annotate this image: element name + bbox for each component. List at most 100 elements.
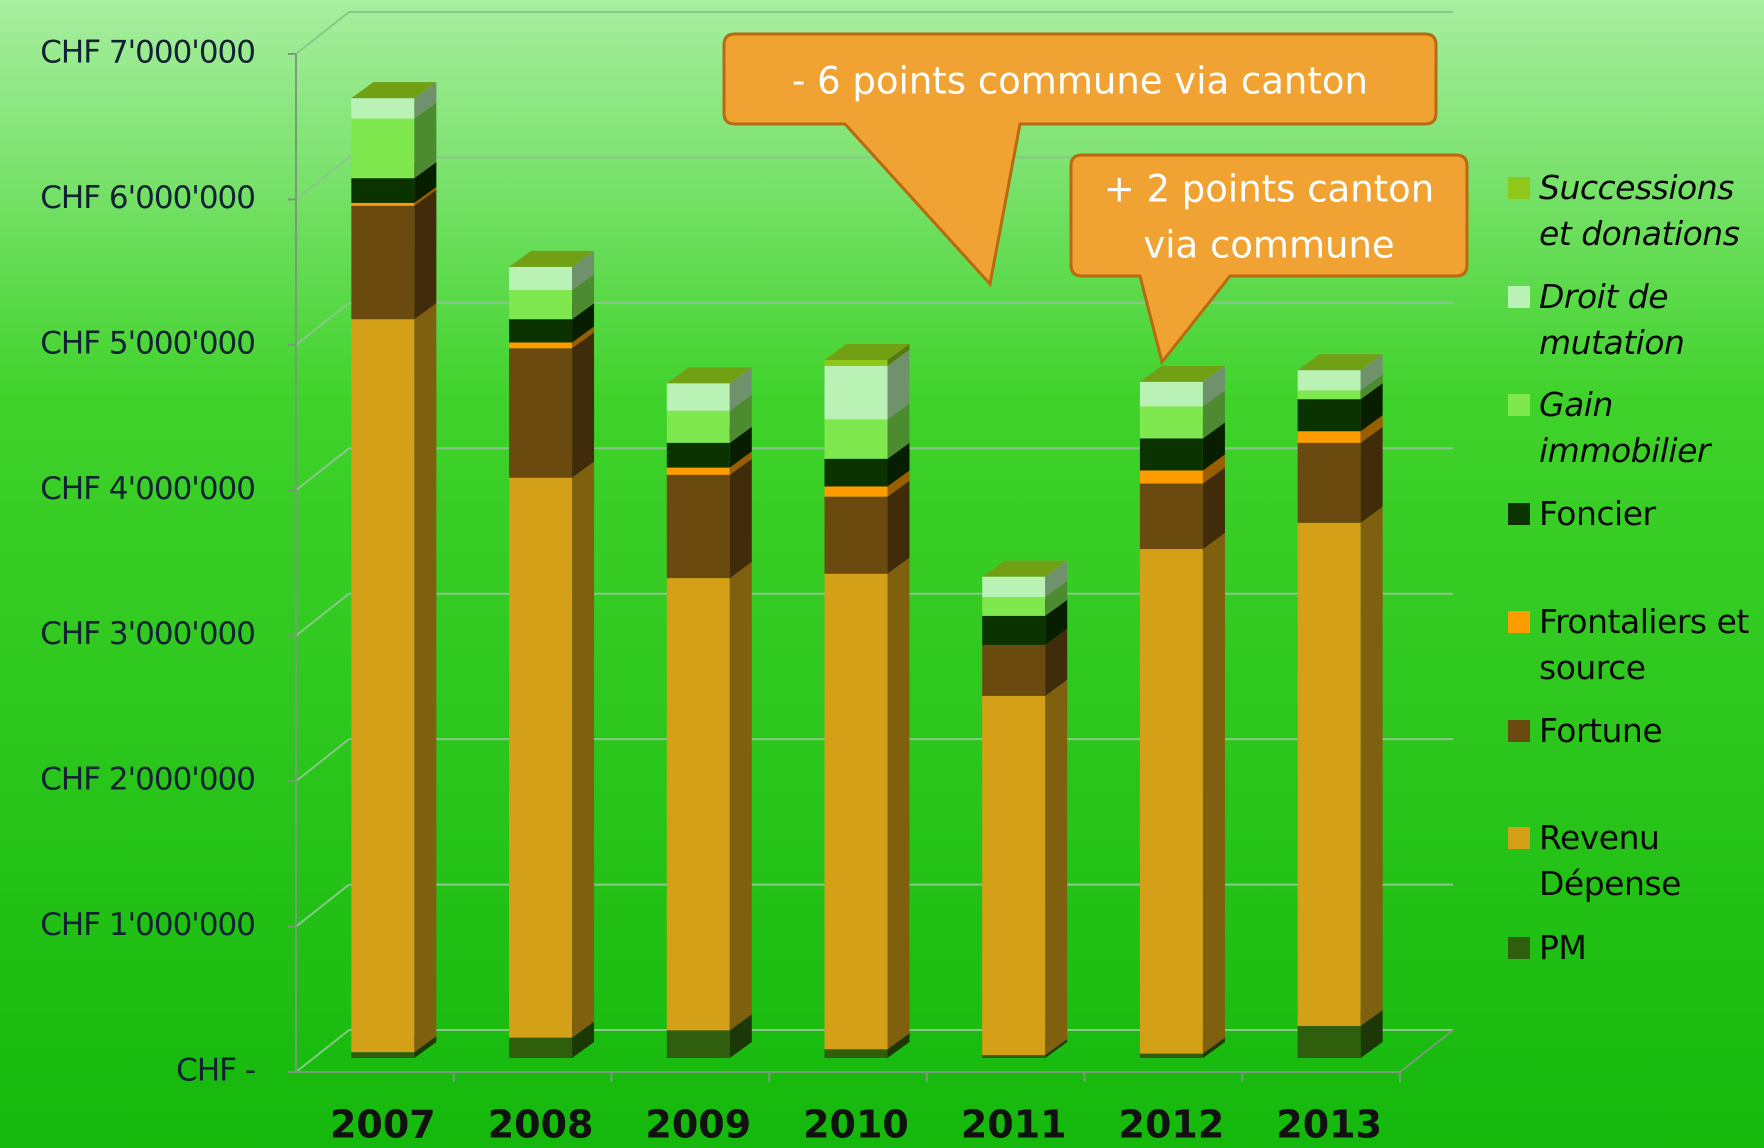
y-tick-label: CHF 5'000'000 [40, 325, 255, 361]
legend-label: Droit de mutation [1539, 277, 1685, 362]
bar-segment-side [1360, 415, 1383, 443]
bar-segment [982, 615, 1046, 645]
callout-shape [1069, 153, 1469, 366]
bar-segment-side [572, 303, 595, 343]
bar-segment-side [1202, 1037, 1225, 1058]
legend-swatch [1508, 937, 1530, 959]
callout-text: + 2 points canton [1104, 168, 1435, 211]
bar-segment-side [729, 367, 752, 411]
bar-segment-side [1360, 354, 1383, 391]
bar-segment-side [572, 274, 595, 320]
bar-segment-side [887, 557, 910, 1050]
x-tick-label: 2012 [1119, 1103, 1225, 1147]
legend-label: Frontaliers et source [1539, 602, 1749, 687]
bar-segment-side [1360, 383, 1383, 432]
legend-entry: Droit de mutation [1508, 274, 1764, 366]
grid-line [295, 883, 350, 928]
bar-segment-top [666, 367, 752, 384]
legend-swatch [1508, 394, 1530, 416]
bar-segment [824, 486, 888, 497]
bar-segment-side [729, 562, 752, 1031]
legend-entry: Revenu Dépense [1508, 815, 1764, 907]
x-tick-label: 2008 [488, 1103, 594, 1147]
bar-segment [1297, 522, 1361, 1027]
bar-segment-side [414, 82, 437, 119]
y-tick-label: CHF - [176, 1053, 255, 1089]
x-tick-label: 2011 [961, 1103, 1067, 1147]
bar-segment-side [729, 458, 752, 579]
axis-line [1399, 1029, 1454, 1073]
bar-segment [351, 202, 415, 206]
bar-segment [509, 319, 573, 343]
bar-segment [509, 1037, 573, 1058]
bar-segment [1297, 1026, 1361, 1058]
y-tick-label: CHF 6'000'000 [40, 180, 255, 216]
bar-segment [982, 695, 1046, 1056]
bar-segment-side [729, 394, 752, 443]
bar-segment [666, 410, 730, 443]
bar-segment-side [1360, 506, 1383, 1027]
bar-segment-top [1297, 354, 1383, 371]
bar-segment-side [1202, 422, 1225, 471]
bar-segment [509, 266, 573, 291]
y-tick-label: CHF 1'000'000 [40, 907, 255, 943]
bar-segment-side [1045, 560, 1068, 597]
bar-segment-side [572, 461, 595, 1038]
x-tick-label: 2013 [1276, 1103, 1382, 1147]
bar-segment [1297, 442, 1361, 523]
bar-segment-top [1139, 365, 1225, 382]
bar-segment-side [1045, 628, 1068, 696]
legend-entry: Foncier [1508, 491, 1764, 537]
y-tick-label: CHF 3'000'000 [40, 616, 255, 652]
bar-segment [1139, 381, 1203, 407]
bar-segment [351, 1052, 415, 1058]
bar-segment-side [887, 403, 910, 459]
bar-segment [982, 596, 1046, 616]
bar-segment-side [414, 162, 437, 203]
bar-segment-side [414, 189, 437, 320]
bar-segment [666, 383, 730, 411]
bar-segment [1139, 406, 1203, 439]
bar-segment-top [509, 250, 595, 267]
bar-segment [1139, 438, 1203, 471]
bar-segment [351, 118, 415, 179]
bar-segment [1297, 399, 1361, 432]
legend-label: PM [1539, 928, 1587, 967]
bar-segment [351, 98, 415, 119]
bar-segment-side [887, 480, 910, 574]
legend-entry: Gain immobilier [1508, 382, 1764, 474]
legend-swatch [1508, 286, 1530, 308]
bar-segment [666, 578, 730, 1031]
legend-label: Fortune [1539, 711, 1663, 750]
bar-segment-side [414, 102, 437, 179]
bar-segment-side [1202, 467, 1225, 549]
bar-segment-side [1045, 599, 1068, 645]
bar-segment-side [887, 470, 910, 497]
bar-segment-top [982, 560, 1068, 577]
bar-segment [351, 319, 415, 1053]
bar-segment [982, 576, 1046, 597]
callout-shape [722, 32, 1438, 288]
legend-label: Revenu Dépense [1539, 818, 1681, 903]
bar-segment [1139, 470, 1203, 484]
y-tick-label: CHF 7'000'000 [40, 35, 255, 71]
grid-line [295, 11, 350, 55]
bar-segment-side [414, 303, 437, 1053]
legend-entry: PM [1508, 925, 1764, 971]
bar-segment-side [1202, 533, 1225, 1054]
bar-segment-side [572, 332, 595, 478]
bar-segment [509, 477, 573, 1038]
bar-segment-side [729, 451, 752, 475]
bar-segment-top [824, 343, 910, 360]
bar-segment-side [887, 442, 910, 487]
y-tick-label: CHF 4'000'000 [40, 471, 255, 507]
x-tick-label: 2009 [645, 1103, 751, 1147]
bar-segment-side [887, 1033, 910, 1058]
bar-segment [666, 467, 730, 475]
bar-segment [824, 1049, 888, 1058]
bar-segment [824, 419, 888, 459]
bar-segment-side [1360, 374, 1383, 400]
x-tick-label: 2010 [803, 1103, 909, 1147]
